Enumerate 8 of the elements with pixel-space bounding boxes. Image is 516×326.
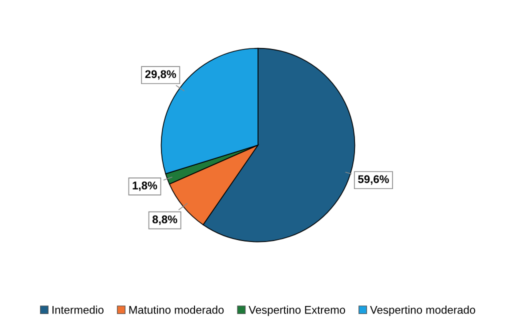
data-label: 29,8%: [145, 70, 176, 80]
data-label: 1,8%: [132, 182, 158, 192]
legend-label: Matutino moderado: [129, 306, 224, 314]
legend-label: Vespertino Extremo: [248, 306, 346, 316]
legend-label: Vespertino moderado: [370, 306, 476, 316]
data-label: 8,8%: [152, 215, 178, 225]
data-label: 59,6%: [358, 175, 389, 185]
legend-label: Intermedio: [52, 306, 104, 314]
